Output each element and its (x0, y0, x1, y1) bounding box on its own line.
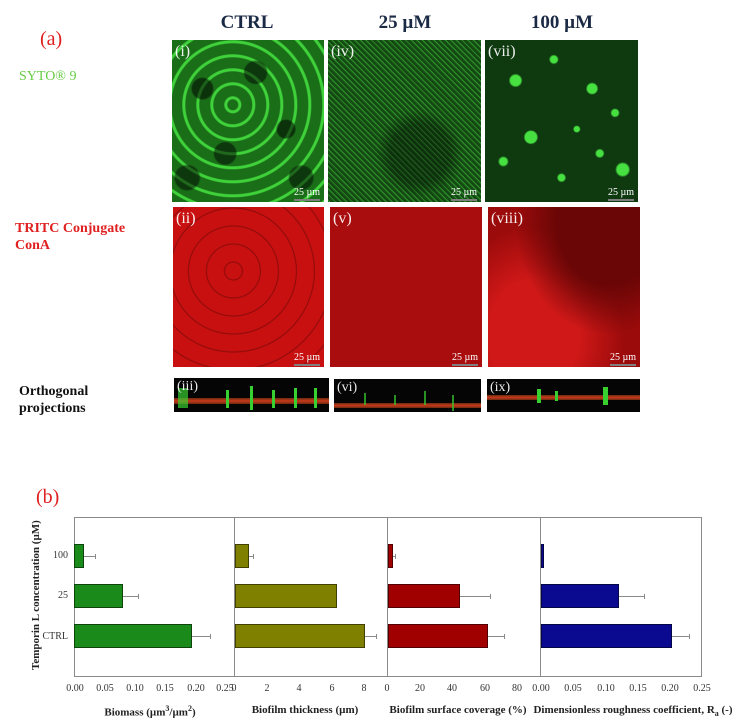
x-tick: 0.15 (156, 683, 174, 694)
micrograph-tritc-ctrl: (ii) 25 µm (173, 207, 324, 367)
micrograph-tag: (iii) (177, 379, 198, 394)
bar-coverage-25 (388, 584, 460, 608)
scale-bar: 25 µm (450, 187, 477, 201)
micrograph-syto9-ctrl: (i) 25 µm (172, 40, 324, 202)
x-tick: 0.05 (564, 683, 582, 694)
column-header-ctrl: CTRL (220, 12, 274, 33)
row-label-orthogonal-line1: Orthogonal (19, 384, 89, 399)
x-tick: 0.20 (187, 683, 205, 694)
x-tick: 8 (361, 683, 367, 694)
x-tick: 0 (384, 683, 390, 694)
micrograph-tag: (vii) (488, 43, 516, 60)
panel-a-label: (a) (40, 28, 63, 50)
orthogonal-projection-25um: (vi) (334, 379, 481, 412)
category-label-100: 100 (53, 550, 68, 561)
x-tick: 0.00 (532, 683, 550, 694)
x-axis-label-thickness: Biofilm thickness (µm) (251, 704, 359, 716)
scale-bar: 25 µm (607, 187, 634, 201)
column-header-25um: 25 µM (378, 12, 432, 33)
subplot-divider (540, 517, 541, 677)
x-tick: 20 (415, 683, 425, 694)
x-tick: 80 (512, 683, 522, 694)
row-label-tritc-line2: ConA (15, 238, 51, 253)
micrograph-syto9-25um: (iv) 25 µm (328, 40, 481, 202)
bar-coverage-100 (388, 544, 393, 568)
x-axis-label-biomass: Biomass (µm3/µm2) (104, 704, 196, 719)
micrograph-tag: (viii) (491, 210, 523, 227)
row-label-orthogonal: Orthogonal projections (19, 383, 88, 417)
panel-b-label: (b) (36, 486, 60, 508)
bar-thickness-25 (235, 584, 337, 608)
x-tick: 6 (329, 683, 335, 694)
row-label-orthogonal-line2: projections (19, 401, 86, 416)
row-label-tritc: TRITC Conjugate ConA (15, 220, 125, 254)
micrograph-tag: (iv) (331, 43, 355, 60)
x-tick: 2 (264, 683, 270, 694)
x-tick: 0.10 (597, 683, 615, 694)
x-tick: 0.05 (96, 683, 114, 694)
scale-bar: 25 µm (293, 187, 320, 201)
micrograph-tag: (v) (333, 210, 352, 227)
micrograph-tag: (ii) (176, 210, 196, 227)
x-tick: 0.25 (693, 683, 711, 694)
scale-bar: 25 µm (293, 352, 320, 366)
x-tick: 40 (447, 683, 457, 694)
bar-biomass-25 (74, 584, 123, 608)
x-tick: 0.20 (661, 683, 679, 694)
x-axis-label-coverage: Biofilm surface coverage (%) (389, 704, 527, 716)
x-tick: 0 (231, 683, 237, 694)
micrograph-tag: (vi) (337, 380, 358, 395)
x-tick: 0.25 (216, 683, 234, 694)
x-axis-label-roughness: Dimensionless roughness coefficient, Ra … (533, 704, 733, 719)
bar-biomass-ctrl (74, 624, 192, 648)
orthogonal-projection-100um: (ix) (487, 379, 640, 412)
scale-bar: 25 µm (451, 352, 478, 366)
scale-bar: 25 µm (609, 352, 636, 366)
x-tick: 0.10 (126, 683, 144, 694)
micrograph-tritc-25um: (v) 25 µm (330, 207, 482, 367)
bar-thickness-100 (235, 544, 249, 568)
bar-thickness-ctrl (235, 624, 365, 648)
subplot-divider (234, 517, 235, 677)
x-tick: 0.00 (66, 683, 84, 694)
bar-roughness-ctrl (541, 624, 672, 648)
column-header-100um: 100 µM (530, 12, 594, 33)
bar-biomass-100 (74, 544, 84, 568)
subplot-divider (387, 517, 388, 677)
category-label-ctrl: CTRL (42, 631, 68, 642)
x-tick: 60 (480, 683, 490, 694)
category-label-25: 25 (58, 590, 68, 601)
row-label-syto9: SYTO® 9 (19, 69, 77, 84)
micrograph-tritc-100um: (viii) 25 µm (488, 207, 640, 367)
orthogonal-projection-ctrl: (iii) (174, 378, 329, 412)
x-tick: 0.15 (629, 683, 647, 694)
x-tick: 4 (296, 683, 302, 694)
micrograph-tag: (i) (175, 43, 191, 60)
bar-roughness-100 (541, 544, 544, 568)
micrograph-tag: (ix) (490, 380, 511, 395)
bar-coverage-ctrl (388, 624, 488, 648)
bar-roughness-25 (541, 584, 619, 608)
micrograph-syto9-100um: (vii) 25 µm (485, 40, 638, 202)
row-label-tritc-line1: TRITC Conjugate (15, 221, 126, 236)
